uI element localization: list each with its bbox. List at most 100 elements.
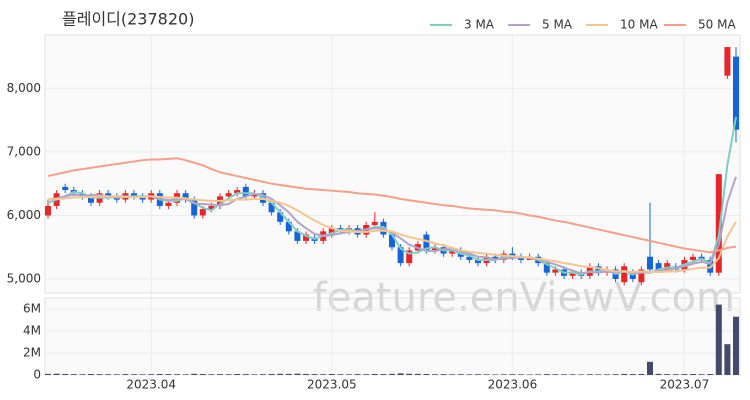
volume-bar — [586, 374, 593, 375]
volume-bar — [174, 374, 180, 375]
volume-bar — [733, 316, 739, 375]
x-tick-label: 2023.07 — [660, 378, 710, 392]
volume-bar — [698, 374, 705, 375]
candle-body — [62, 186, 69, 191]
candle-body — [664, 263, 671, 270]
y-tick-label: 5,000 — [7, 272, 41, 286]
volume-bar — [672, 374, 679, 375]
candle-body — [715, 174, 722, 273]
ma-line — [47, 157, 737, 254]
volume-bar — [621, 374, 628, 375]
volume-bar — [311, 374, 318, 375]
candle-body — [45, 205, 51, 216]
volume-bar — [320, 374, 327, 375]
x-tick-label: 2023.06 — [488, 378, 538, 392]
volume-bar — [294, 373, 301, 375]
volume-bar — [664, 374, 671, 375]
volume-bar — [561, 374, 567, 375]
candle-body — [268, 202, 275, 213]
candle-body — [303, 234, 309, 241]
candle-body — [432, 247, 438, 251]
volume-bar — [595, 374, 602, 375]
volume-bar — [509, 374, 516, 375]
volume-bar — [260, 374, 266, 375]
volume-bar — [105, 374, 112, 375]
candle-body — [475, 259, 481, 264]
volume-bar — [638, 374, 645, 375]
candle-body — [406, 250, 413, 264]
volume-bar — [268, 374, 275, 375]
volume-bar — [156, 374, 163, 375]
legend-label: 3 MA — [464, 18, 495, 32]
volume-bar — [500, 374, 507, 375]
volume-bar — [389, 373, 395, 375]
volume-bar — [612, 374, 619, 375]
candle-body — [88, 196, 94, 203]
volume-bar — [535, 374, 542, 375]
volume-bar — [604, 374, 610, 375]
volume-bar — [363, 374, 370, 375]
volume-bar — [242, 374, 249, 375]
volume-bar — [148, 374, 155, 375]
candle-body — [225, 193, 232, 197]
volume-bar — [397, 373, 404, 375]
volume-bar — [475, 374, 481, 375]
volume-bar — [251, 374, 258, 375]
candle-body — [629, 272, 636, 280]
candle-body — [285, 221, 292, 232]
volume-bar — [70, 374, 77, 375]
candle-body — [105, 193, 112, 197]
volume-bar — [380, 374, 387, 375]
volume-bar — [457, 374, 464, 375]
volume-bar — [79, 374, 86, 375]
x-tick-label: 2023.04 — [126, 378, 176, 392]
candle-body — [234, 190, 241, 194]
candle-body — [389, 234, 395, 248]
volume-bar — [217, 374, 223, 375]
candle-body — [397, 247, 404, 264]
y-tick-label: 8,000 — [7, 81, 41, 95]
volume-bar — [518, 374, 524, 375]
legend-label: 50 MA — [698, 18, 736, 32]
volume-bar — [45, 373, 51, 375]
volume-bar — [466, 374, 473, 375]
volume-bar — [285, 373, 292, 375]
candle-body — [466, 256, 473, 260]
candle-body — [191, 199, 198, 216]
volume-bar — [414, 373, 421, 375]
candle-body — [131, 193, 137, 197]
volume-bar — [328, 374, 335, 375]
candle-body — [423, 234, 430, 251]
watermark: feature.enViewV.com — [313, 275, 735, 321]
volume-bar — [707, 374, 714, 375]
volume-bar — [96, 374, 103, 375]
y-tick-label: 6,000 — [7, 208, 41, 222]
volume-bar — [492, 374, 499, 375]
volume-bar — [234, 374, 241, 375]
volume-bar — [131, 374, 137, 375]
volume-bar — [423, 374, 430, 375]
volume-bar — [578, 374, 585, 375]
volume-bar — [724, 344, 731, 375]
candle-body — [655, 263, 662, 270]
volume-bar — [371, 374, 378, 375]
volume-bar — [199, 374, 206, 375]
volume-bar — [53, 373, 60, 375]
volume-bar — [440, 374, 447, 375]
volume-bar — [277, 373, 284, 375]
volume-bar — [303, 374, 309, 375]
volume-bar — [122, 374, 129, 375]
legend-label: 5 MA — [542, 18, 573, 32]
y-tick-label: 6M — [23, 302, 41, 316]
volume-bar — [182, 374, 189, 375]
volume-bar — [88, 374, 94, 375]
volume-panel — [44, 297, 741, 376]
volume-bar — [337, 374, 344, 375]
volume-bar — [449, 374, 456, 375]
volume-bar — [432, 374, 438, 375]
volume-bar — [655, 373, 662, 375]
y-tick-label: 2M — [23, 346, 41, 360]
candle-body — [690, 256, 696, 260]
x-tick-label: 2023.05 — [307, 378, 357, 392]
volume-bar — [552, 374, 559, 375]
